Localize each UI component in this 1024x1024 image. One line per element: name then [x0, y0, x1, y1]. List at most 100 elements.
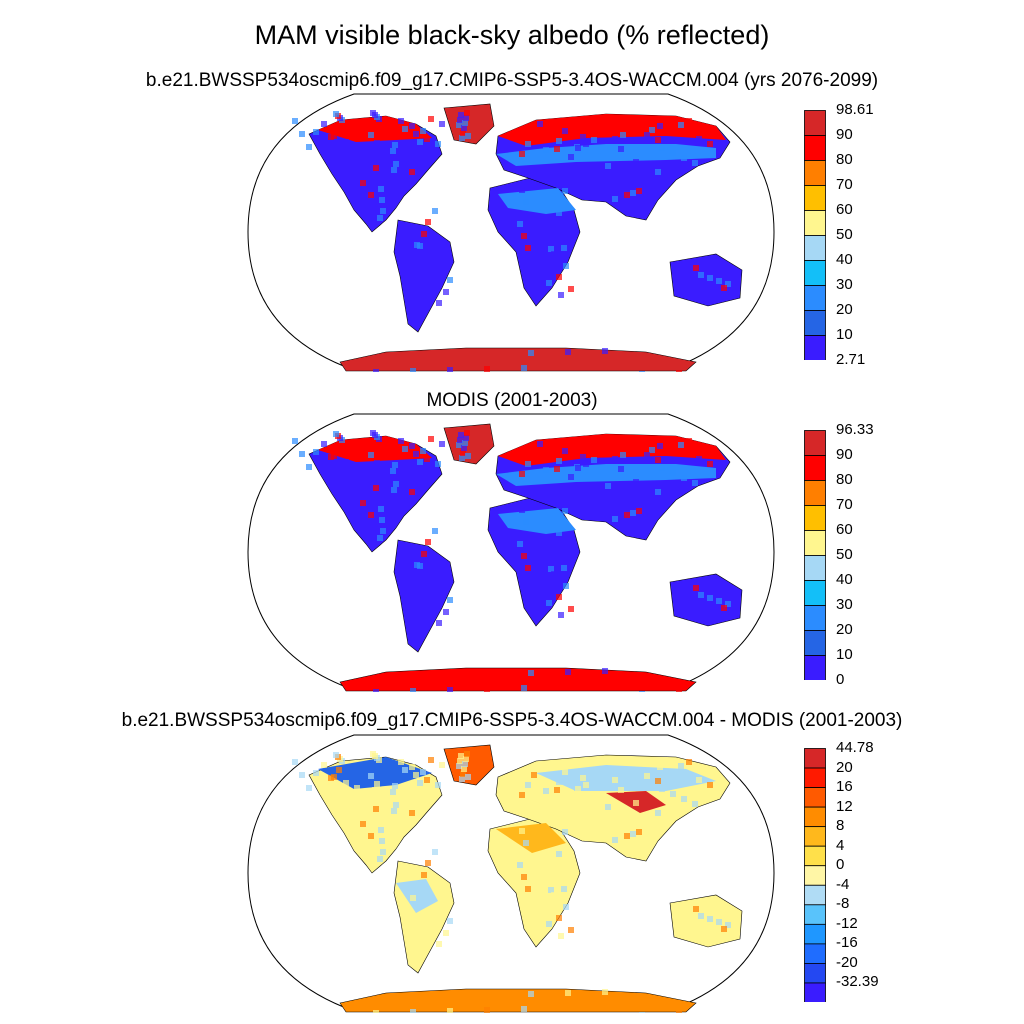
colorbar-label: 4 [836, 836, 845, 854]
colorbar-box [804, 335, 826, 360]
grid-cell [398, 118, 404, 124]
grid-cell [377, 215, 383, 221]
grid-cell [428, 116, 434, 122]
colorbar-label: 60 [836, 521, 853, 538]
colorbar-box [804, 260, 826, 286]
grid-cell [599, 485, 605, 491]
grid-cell [436, 941, 442, 947]
colorbar-box [804, 480, 826, 506]
grid-cell [359, 209, 365, 215]
grid-cell [636, 829, 642, 835]
colorbar-label: 10 [836, 326, 853, 343]
grid-cell [519, 187, 525, 193]
map-diff [247, 734, 775, 1013]
grid-cell [553, 269, 559, 275]
grid-cell [379, 197, 385, 203]
grid-cell [410, 368, 416, 372]
grid-cell [374, 460, 380, 466]
colorbar-box [804, 904, 826, 925]
grid-cell [525, 565, 531, 571]
grid-cell [546, 600, 552, 606]
colorbar-model [804, 110, 826, 360]
grid-cell [321, 441, 327, 447]
grid-cell [725, 922, 731, 928]
grid-cell [676, 370, 682, 372]
grid-cell [562, 188, 568, 194]
grid-cell [556, 915, 562, 921]
grid-cell [591, 137, 597, 143]
grid-cell [456, 763, 462, 769]
grid-cell [369, 203, 375, 209]
grid-cell [333, 752, 339, 758]
grid-cell [521, 874, 527, 880]
grid-cell [525, 245, 531, 251]
grid-cell [447, 597, 453, 603]
grid-cell [432, 208, 438, 214]
grid-cell [657, 443, 663, 449]
grid-cell [692, 160, 698, 166]
colorbar-label: 10 [836, 646, 853, 663]
colorbar-label: -12 [836, 914, 858, 932]
colorbar-boxes [804, 430, 826, 680]
colorbar-box [804, 185, 826, 211]
colorbar-label: 12 [836, 797, 853, 815]
grid-cell [336, 446, 342, 452]
grid-cell [368, 833, 374, 839]
grid-cell [707, 275, 713, 281]
grid-cell [343, 459, 349, 465]
grid-cell [554, 146, 560, 152]
grid-cell [698, 913, 704, 919]
grid-cell [313, 770, 319, 776]
grid-cell [633, 159, 639, 165]
grid-cell [636, 188, 642, 194]
grid-cell [368, 452, 374, 458]
colorbar-box [804, 455, 826, 481]
grid-cell [684, 262, 690, 268]
grid-cell [721, 605, 727, 611]
grid-cell [369, 844, 375, 850]
grid-cell [458, 432, 464, 438]
sahara-positive-patch [496, 823, 566, 853]
grid-cell [391, 167, 397, 173]
grid-cell [639, 691, 645, 692]
grid-cell [392, 783, 398, 789]
grid-cell [649, 768, 655, 774]
grid-cell [649, 447, 655, 453]
grid-cell [620, 773, 626, 779]
grid-cell [568, 474, 574, 480]
grid-cell [562, 448, 568, 454]
grid-cell [676, 690, 682, 692]
colorbar-boxes [804, 748, 826, 1002]
grid-cell [561, 886, 567, 892]
colorbar-box [804, 806, 826, 828]
grid-cell [591, 778, 597, 784]
grid-cell [583, 461, 589, 467]
grid-cell [560, 542, 566, 548]
grid-cell [313, 129, 319, 135]
grid-cell [551, 251, 557, 257]
grid-cell [725, 601, 731, 607]
grid-cell [370, 855, 376, 861]
grid-cell [391, 808, 397, 814]
grid-cell [721, 926, 727, 932]
grid-cell [659, 465, 665, 471]
colorbar-diff [804, 748, 826, 1002]
grid-cell [686, 118, 692, 124]
grid-cell [435, 461, 441, 467]
grid-cell [624, 192, 630, 198]
grid-cell [546, 280, 552, 286]
grid-cell [370, 430, 376, 436]
landmass-north-america [308, 435, 443, 553]
colorbar-box [804, 580, 826, 606]
grid-cell [523, 840, 529, 846]
grid-cell [436, 300, 442, 306]
grid-cell [554, 466, 560, 472]
grid-cell [459, 135, 465, 141]
grid-cell [368, 773, 374, 779]
grid-cell [393, 481, 399, 487]
grid-cell [554, 244, 560, 250]
grid-cell [528, 350, 534, 356]
colorbar-box [804, 748, 826, 769]
grid-cell [560, 863, 566, 869]
grid-cell [692, 801, 698, 807]
